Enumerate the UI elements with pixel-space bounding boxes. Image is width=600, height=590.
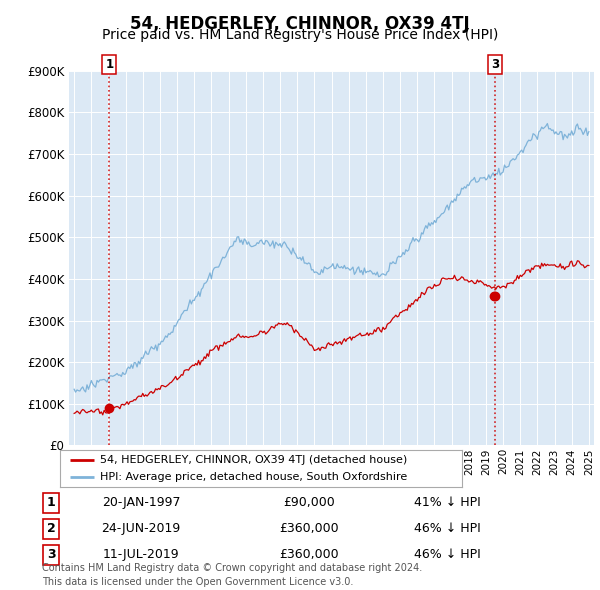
- Text: HPI: Average price, detached house, South Oxfordshire: HPI: Average price, detached house, Sout…: [100, 473, 407, 483]
- Text: £360,000: £360,000: [279, 548, 339, 561]
- Text: 46% ↓ HPI: 46% ↓ HPI: [413, 548, 481, 561]
- Text: Contains HM Land Registry data © Crown copyright and database right 2024.
This d: Contains HM Land Registry data © Crown c…: [42, 563, 422, 587]
- Text: Price paid vs. HM Land Registry's House Price Index (HPI): Price paid vs. HM Land Registry's House …: [102, 28, 498, 42]
- Text: 11-JUL-2019: 11-JUL-2019: [103, 548, 179, 561]
- Text: 41% ↓ HPI: 41% ↓ HPI: [413, 496, 481, 509]
- Text: 1: 1: [105, 58, 113, 71]
- Text: 54, HEDGERLEY, CHINNOR, OX39 4TJ (detached house): 54, HEDGERLEY, CHINNOR, OX39 4TJ (detach…: [100, 455, 407, 464]
- Text: 3: 3: [47, 548, 55, 561]
- Text: 54, HEDGERLEY, CHINNOR, OX39 4TJ: 54, HEDGERLEY, CHINNOR, OX39 4TJ: [130, 15, 470, 33]
- Text: 3: 3: [491, 58, 499, 71]
- Text: 1: 1: [47, 496, 55, 509]
- Text: 20-JAN-1997: 20-JAN-1997: [102, 496, 180, 509]
- Text: 46% ↓ HPI: 46% ↓ HPI: [413, 522, 481, 535]
- Text: 24-JUN-2019: 24-JUN-2019: [101, 522, 181, 535]
- Text: £360,000: £360,000: [279, 522, 339, 535]
- Text: 2: 2: [47, 522, 55, 535]
- Text: £90,000: £90,000: [283, 496, 335, 509]
